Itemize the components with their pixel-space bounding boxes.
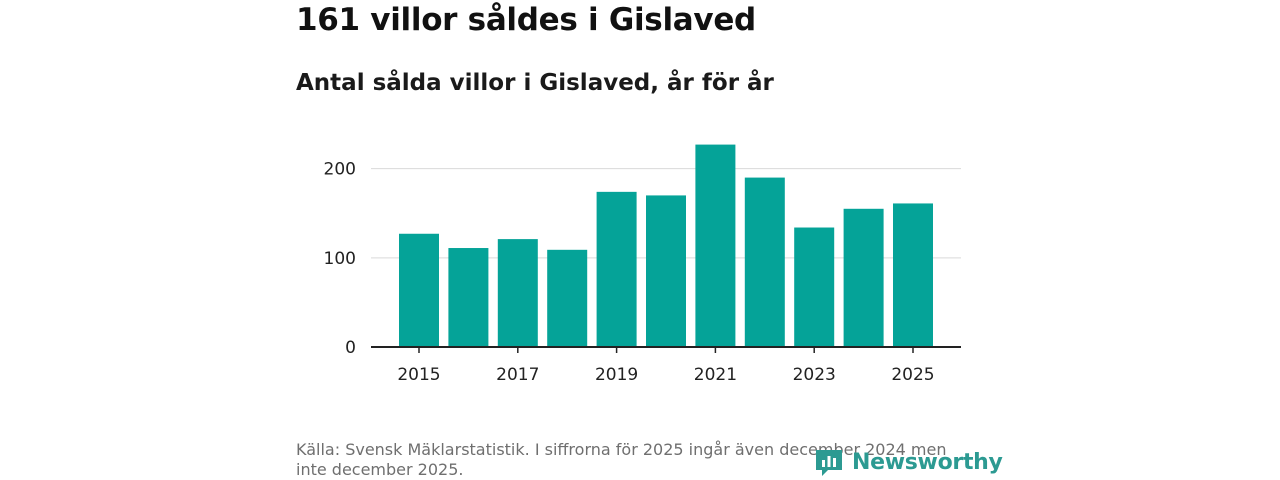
chart-title: 161 villor såldes i Gislaved	[296, 2, 756, 38]
bar-2024	[843, 208, 884, 347]
tick-labels: 0 100 200 2015 2017 2019 2021 2023 2025	[324, 160, 935, 385]
bar-2025	[893, 203, 933, 347]
y-tick-label: 100	[324, 249, 356, 269]
logo-text: Newsworthy	[852, 449, 1003, 475]
x-tick-label: 2023	[793, 365, 836, 385]
bar-2015	[399, 233, 439, 347]
y-tick-label: 200	[324, 160, 356, 180]
bar-2020	[646, 195, 686, 347]
bar-2019	[596, 191, 637, 347]
chart-subtitle: Antal sålda villor i Gislaved, år för år	[296, 70, 774, 96]
newsworthy-logo-icon	[816, 450, 842, 476]
bar-2022	[744, 177, 785, 347]
bar-2023	[794, 227, 835, 347]
bar-chart: 0 100 200 2015 2017 2019 2021 2023 2025	[324, 144, 961, 385]
bar-2017	[497, 239, 538, 347]
bars	[399, 144, 933, 347]
bar-2018	[547, 249, 588, 347]
x-tick-label: 2015	[397, 365, 440, 385]
source-note: Källa: Svensk Mäklarstatistik. I siffror…	[296, 440, 947, 479]
x-tick-label: 2025	[891, 365, 934, 385]
x-tick-label: 2017	[496, 365, 539, 385]
x-tick-label: 2019	[595, 365, 638, 385]
newsworthy-logo[interactable]: Newsworthy	[814, 446, 1003, 478]
bar-2016	[448, 248, 489, 347]
bar-2021	[695, 144, 736, 347]
x-tick-label: 2021	[694, 365, 737, 385]
y-tick-label: 0	[345, 338, 356, 358]
